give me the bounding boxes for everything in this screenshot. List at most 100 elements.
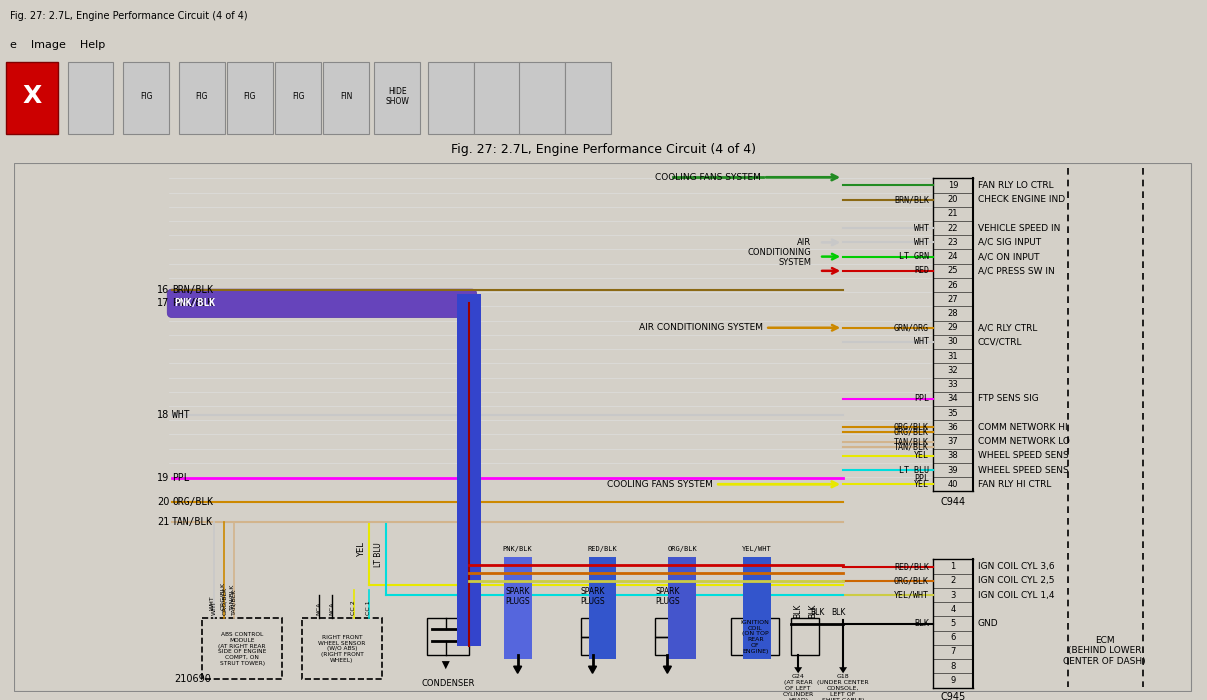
Text: PPL: PPL [173,473,189,483]
Bar [302,618,381,680]
Text: SPARK
PLUGS: SPARK PLUGS [581,587,605,606]
Text: COMM NETWORK LO: COMM NETWORK LO [978,437,1069,446]
Text: BLK: BLK [794,604,803,618]
Text: CONDENSER: CONDENSER [421,680,474,688]
Text: 35: 35 [947,409,958,418]
Text: BLK: BLK [809,604,817,618]
Polygon shape [794,667,803,673]
Bar [565,62,611,134]
Bar [669,557,696,659]
Text: 210690: 210690 [174,675,211,685]
Text: WHEEL SPEED SENS: WHEEL SPEED SENS [978,466,1068,475]
FancyBboxPatch shape [168,289,477,318]
Text: RED/BLK: RED/BLK [588,547,617,552]
Text: 37: 37 [947,437,958,446]
Text: CHECK ENGINE IND: CHECK ENGINE IND [978,195,1065,204]
Text: FIG: FIG [196,92,208,101]
Text: YEL: YEL [914,452,929,461]
Text: YEL: YEL [357,542,366,557]
Text: YEL: YEL [914,480,929,489]
Text: 33: 33 [947,380,958,389]
Text: FIG: FIG [244,92,256,101]
Bar [428,62,474,134]
Text: 1: 1 [950,562,956,571]
Text: 19: 19 [157,473,169,483]
Text: IGN COIL CYL 1,4: IGN COIL CYL 1,4 [978,591,1055,599]
Text: 27: 27 [947,295,958,304]
Text: A/C SIG INPUT: A/C SIG INPUT [978,238,1040,247]
Text: 3: 3 [950,591,956,599]
Text: ORG/BLK: ORG/BLK [220,582,225,610]
Text: IGN COIL CYL 3,6: IGN COIL CYL 3,6 [978,562,1055,571]
Text: 18: 18 [157,410,169,420]
Text: A/C ON INPUT: A/C ON INPUT [978,252,1039,261]
Polygon shape [664,666,671,673]
Text: 39: 39 [947,466,958,475]
Bar [323,62,369,134]
Text: BRN/BLK: BRN/BLK [173,285,214,295]
Text: 2: 2 [950,576,956,585]
Text: RED: RED [914,266,929,275]
Text: Fig. 27: 2.7L, Engine Performance Circuit (4 of 4): Fig. 27: 2.7L, Engine Performance Circui… [451,143,756,156]
Text: 29: 29 [947,323,958,332]
Text: PNK/BLK: PNK/BLK [173,298,214,309]
Bar [179,62,225,134]
Text: 30: 30 [947,337,958,346]
Text: GND: GND [978,619,998,628]
Text: AIR
CONDITIONING
SYSTEM: AIR CONDITIONING SYSTEM [747,237,811,267]
Text: PNK/BLK: PNK/BLK [174,298,215,309]
Text: COMM NETWORK HI: COMM NETWORK HI [978,423,1067,432]
Text: TAN/BLK: TAN/BLK [232,589,237,615]
Bar [456,294,480,646]
Text: WHT: WHT [211,601,216,615]
Text: ORG/BLK: ORG/BLK [222,587,227,615]
Text: TAN/BLK: TAN/BLK [894,437,929,446]
Text: FTP SENS SIG: FTP SENS SIG [978,394,1039,403]
Text: C944: C944 [940,498,966,508]
Text: SPARK
PLUGS: SPARK PLUGS [655,587,680,606]
Bar [791,618,820,655]
Bar [506,637,530,655]
Text: e    Image    Help: e Image Help [10,40,105,50]
Bar [589,557,617,659]
Text: COOLING FANS SYSTEM: COOLING FANS SYSTEM [607,480,713,489]
Bar [68,62,113,134]
Bar [744,557,771,659]
Text: WHT: WHT [173,410,189,420]
Polygon shape [839,667,847,673]
Text: IGN COIL CYL 2,5: IGN COIL CYL 2,5 [978,576,1055,585]
Polygon shape [442,661,450,669]
Text: WHT: WHT [210,596,215,610]
Text: WHEEL SPEED SENS: WHEEL SPEED SENS [978,452,1068,461]
Bar [503,557,531,659]
Text: 21: 21 [157,517,169,527]
Text: 8: 8 [950,662,956,671]
Text: 22: 22 [947,223,958,232]
Text: YEL/WHT: YEL/WHT [894,591,929,599]
Text: Fig. 27: 2.7L, Engine Performance Circuit (4 of 4): Fig. 27: 2.7L, Engine Performance Circui… [10,10,247,21]
Text: RED/BLK: RED/BLK [894,562,929,571]
Text: ORG/BLK: ORG/BLK [894,423,929,432]
Text: NCA: NCA [330,602,334,615]
Text: TAN/BLK: TAN/BLK [229,584,234,610]
Text: A/C RLY CTRL: A/C RLY CTRL [978,323,1037,332]
Bar [655,618,680,637]
Text: ABS CONTROL
MODULE
(AT RIGHT REAR
SIDE OF ENGINE
COMPT, ON
STRUT TOWER): ABS CONTROL MODULE (AT RIGHT REAR SIDE O… [218,632,267,666]
Text: CCV/CTRL: CCV/CTRL [978,337,1022,346]
Text: GRN/ORG: GRN/ORG [894,323,929,332]
Bar [731,618,780,655]
Text: 40: 40 [947,480,958,489]
Text: FAN RLY LO CTRL: FAN RLY LO CTRL [978,181,1054,190]
Text: 36: 36 [947,423,958,432]
Text: 5: 5 [950,619,956,628]
Text: 25: 25 [947,266,958,275]
Bar [374,62,420,134]
Text: FIG: FIG [140,92,152,101]
Text: LT BLU: LT BLU [374,542,383,567]
Text: 19: 19 [947,181,958,190]
Text: LT BLU: LT BLU [899,466,929,475]
Text: ORG/BLK: ORG/BLK [894,428,929,437]
Text: X: X [23,85,41,108]
Text: 9: 9 [950,676,956,685]
Bar [227,62,273,134]
